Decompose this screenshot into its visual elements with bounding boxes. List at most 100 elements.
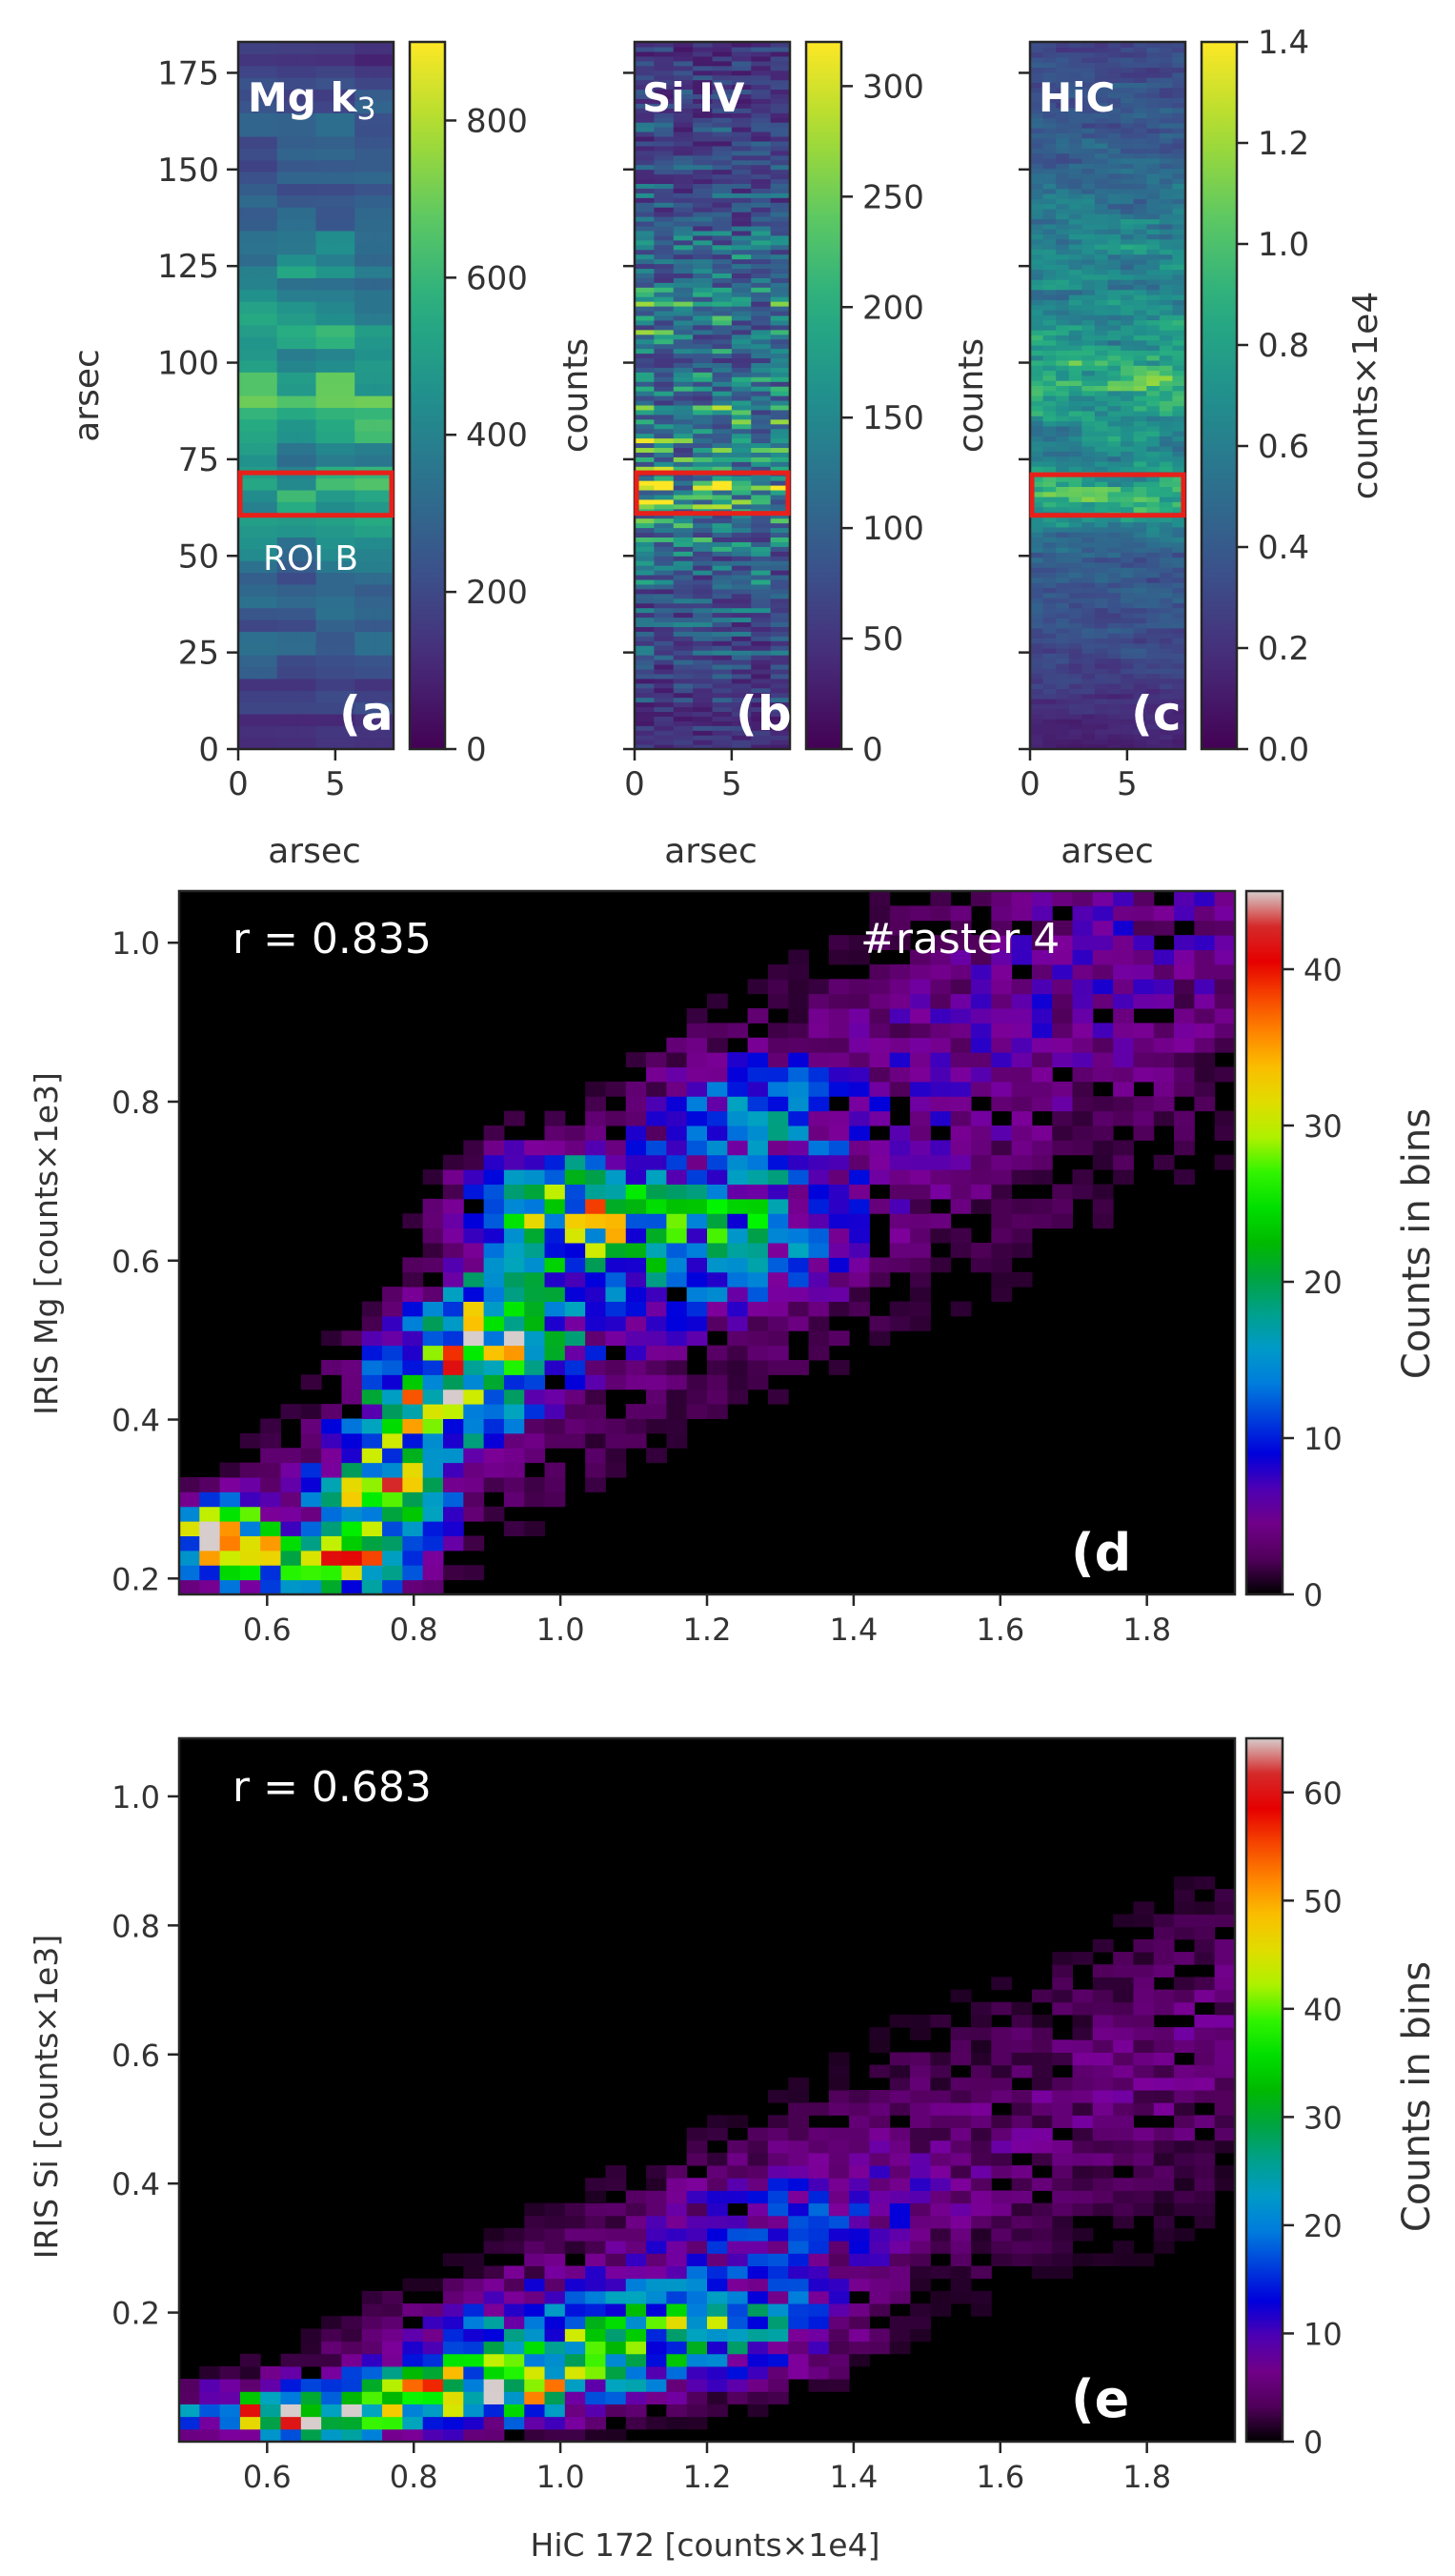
panel-b-pixel: [635, 489, 655, 496]
panel-c-pixel: [1042, 168, 1057, 174]
panel-c-pixel: [1030, 284, 1044, 291]
panel-e-bin: [199, 2365, 221, 2380]
panel-d-bin: [443, 1389, 464, 1405]
panel-c-label: (c: [1131, 686, 1182, 741]
panel-c-pixel: [1159, 309, 1174, 315]
panel-b-frame: [633, 40, 792, 751]
panel-e-bin: [483, 2379, 505, 2392]
panel-b-pixel: [751, 574, 772, 580]
panel-d-bin: [605, 1243, 627, 1258]
panel-c-pixel: [1121, 203, 1135, 210]
panel-d-bin: [1174, 963, 1195, 980]
panel-b-pixel: [673, 640, 694, 646]
panel-d-bin: [1133, 920, 1155, 936]
panel-d-bin: [219, 1462, 241, 1478]
panel-a-frame: [236, 40, 395, 751]
panel-a-pixel: [296, 313, 317, 326]
panel-b-pixel: [693, 659, 714, 665]
panel-c-pixel: [1146, 107, 1161, 113]
panel-b-pixel: [673, 404, 694, 411]
panel-d-label: (d: [1071, 1523, 1131, 1583]
panel-b-pixel: [635, 570, 655, 576]
panel-d-bin: [646, 1066, 667, 1083]
panel-c-pixel: [1030, 163, 1044, 170]
panel-b-pixel: [751, 645, 772, 651]
panel-b-pixel: [712, 498, 733, 505]
panel-c-pixel: [1056, 284, 1070, 291]
panel-e-bin: [564, 2416, 586, 2430]
panel-b-pixel: [635, 574, 655, 580]
panel-d-bin: [869, 963, 891, 980]
panel-d-bin: [971, 1140, 992, 1156]
panel-c-pixel: [1030, 42, 1044, 48]
panel-a-pixel: [238, 725, 258, 739]
panel-b-pixel: [654, 140, 675, 147]
panel-d-bin: [991, 1257, 1013, 1273]
panel-c-pixel: [1159, 466, 1174, 473]
panel-c-pixel: [1068, 47, 1082, 53]
panel-c-pixel: [1146, 612, 1161, 619]
panel-c-pixel: [1133, 734, 1147, 740]
panel-c-pixel: [1094, 375, 1109, 381]
panel-c-pixel: [1042, 622, 1057, 629]
panel-c-pixel: [1133, 713, 1147, 720]
panel-c-pixel: [1081, 264, 1096, 271]
panel-c-pixel: [1107, 102, 1122, 109]
panel-a-pixel: [296, 183, 317, 196]
panel-c-pixel: [1081, 602, 1096, 609]
panel-d-bin: [747, 1243, 769, 1258]
panel-d-bin: [199, 1506, 221, 1522]
panel-b-pixel: [751, 593, 772, 599]
panel-c-pixel: [1056, 188, 1070, 194]
panel-c-pixel: [1121, 561, 1135, 568]
panel-a-pixel: [354, 359, 375, 373]
panel-d-bin: [767, 1243, 789, 1258]
panel-a-pixel: [374, 100, 394, 113]
panel-b-pixel: [751, 258, 772, 265]
panel-b-pixel: [731, 234, 752, 241]
panel-e-bin: [443, 2428, 464, 2443]
panel-c-pixel: [1172, 497, 1186, 502]
panel-b-pixel: [635, 532, 655, 538]
panel-e-bin: [280, 2404, 302, 2418]
panel-c-pixel: [1094, 728, 1109, 735]
panel-d-bin: [1072, 979, 1094, 995]
panel-c-pixel: [1081, 572, 1096, 578]
panel-b-pixel: [673, 367, 694, 373]
panel-d-bin: [402, 1345, 424, 1361]
panel-e-bin: [686, 2178, 708, 2191]
panel-c-pixel: [1042, 87, 1057, 93]
panel-b-pixel: [693, 319, 714, 326]
panel-d-bin: [910, 1315, 931, 1331]
panel-c-pixel: [1056, 102, 1070, 109]
panel-c-pixel: [1146, 501, 1161, 508]
panel-c-pixel: [1094, 743, 1109, 750]
panel-b-pixel: [731, 334, 752, 340]
panel-b-pixel: [693, 169, 714, 175]
panel-b-pixel: [770, 489, 791, 496]
panel-b-pixel: [693, 79, 714, 86]
panel-d-bin: [1031, 1066, 1053, 1083]
panel-c-pixel: [1146, 359, 1161, 366]
panel-c-pixel: [1056, 683, 1070, 689]
panel-c-pixel: [1121, 526, 1135, 533]
panel-c-pixel: [1107, 163, 1122, 170]
panel-d-bin: [625, 1243, 647, 1258]
panel-d-bin: [422, 1287, 444, 1302]
panel-b-pixel: [731, 414, 752, 420]
panel-b-pixel: [693, 522, 714, 529]
panel-c-pixel: [1121, 491, 1135, 497]
panel-d-bin: [361, 1448, 383, 1464]
panel-c-xlabel: arsec: [1061, 832, 1154, 871]
panel-c-pixel: [1172, 238, 1186, 245]
panel-b-pixel: [731, 663, 752, 670]
panel-c-pixel: [1107, 456, 1122, 462]
panel-e-bin: [646, 2328, 667, 2343]
panel-d-bin: [1174, 1140, 1195, 1156]
panel-e-bin: [625, 2391, 647, 2404]
panel-d-bin: [422, 1330, 444, 1347]
panel-b-pixel: [635, 612, 655, 619]
panel-d-ytick-label: 0.4: [111, 1403, 160, 1439]
panel-c-pixel: [1133, 420, 1147, 427]
panel-c-pixel: [1121, 693, 1135, 700]
